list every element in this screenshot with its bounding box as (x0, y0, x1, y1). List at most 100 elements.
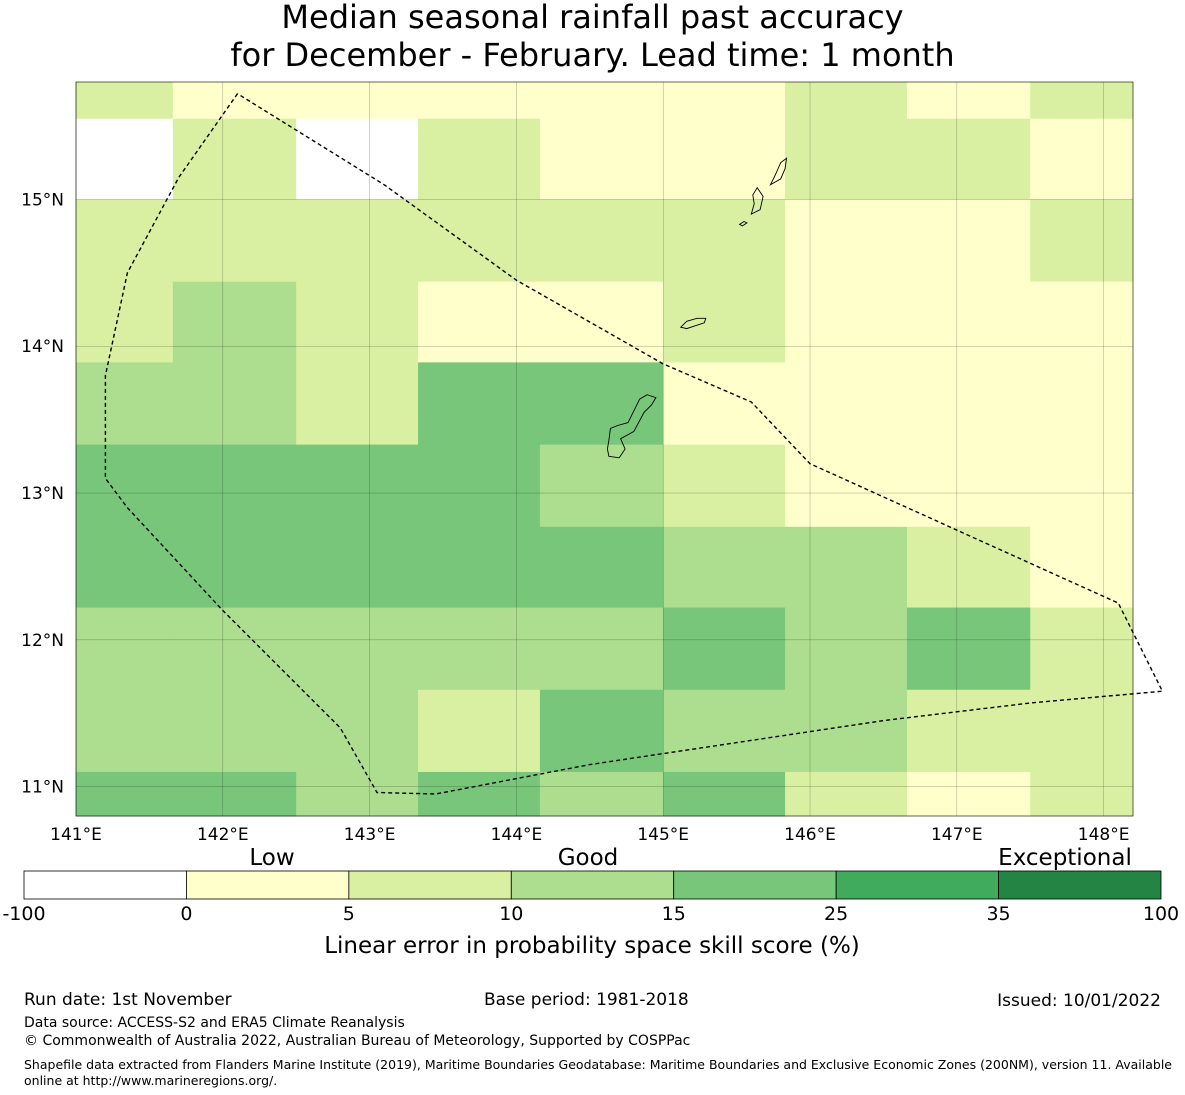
base-period: Base period: 1981-2018 (484, 990, 689, 1010)
skill-cell (1030, 82, 1134, 120)
longitude-tick-label: 143°E (344, 825, 396, 845)
skill-grid-cells (76, 82, 1134, 817)
skill-cell (1030, 118, 1134, 200)
skill-cell (785, 771, 908, 817)
skill-cell (418, 444, 541, 528)
skill-cell (296, 771, 419, 817)
skill-cell (418, 82, 541, 120)
longitude-tick-label: 141°E (50, 825, 102, 845)
skill-cell (76, 199, 174, 283)
latitude-tick-label: 14°N (21, 337, 64, 357)
latitude-tick-label: 15°N (21, 190, 64, 210)
skill-cell (663, 607, 786, 691)
skill-cell (76, 444, 174, 528)
longitude-tick-label: 142°E (197, 825, 249, 845)
skill-cell (1030, 199, 1134, 283)
colorbar-tick-label: 100 (1143, 903, 1179, 925)
shapefile-attribution: Shapefile data extracted from Flanders M… (24, 1057, 1172, 1088)
skill-cell (906, 771, 1031, 817)
skill-cell (296, 281, 419, 363)
skill-cell (418, 607, 541, 691)
skill-cell (663, 82, 786, 120)
colorbar-segment (835, 870, 999, 900)
skill-cell (906, 607, 1031, 691)
skill-cell (785, 82, 908, 120)
skill-cell (418, 118, 541, 200)
skill-cell (785, 362, 908, 446)
colorbar-segment (673, 870, 837, 900)
skill-cell (172, 281, 297, 363)
colorbar-segment (23, 870, 187, 900)
skill-cell (539, 444, 664, 528)
skill-cell (296, 444, 419, 528)
chart-title-line1: Median seasonal rainfall past accuracy (281, 0, 904, 36)
colorbar-tick-label: 10 (499, 903, 523, 925)
colorbar-tick-label: -100 (2, 903, 45, 925)
island-coastlines (606, 157, 788, 459)
skill-cell (785, 281, 908, 363)
map-frame (75, 81, 1134, 817)
island-outline (769, 157, 788, 186)
skill-cell (906, 281, 1031, 363)
skill-cell (906, 362, 1031, 446)
skill-cell (539, 771, 664, 817)
skill-cell (785, 199, 908, 283)
latitude-tick-label: 11°N (21, 778, 64, 798)
skill-cell (418, 199, 541, 283)
skill-cell (663, 362, 786, 446)
colorbar-label-low: Low (249, 845, 294, 871)
skill-cell (172, 771, 297, 817)
colorbar-segment (348, 870, 512, 900)
skill-cell (76, 771, 174, 817)
skill-cell (1030, 362, 1134, 446)
skill-cell (418, 689, 541, 773)
skill-cell (172, 526, 297, 609)
longitude-tick-label: 147°E (931, 825, 983, 845)
skill-cell (172, 444, 297, 528)
skill-cell (76, 362, 174, 446)
skill-cell (172, 118, 297, 200)
copyright-notice: © Commonwealth of Australia 2022, Austra… (24, 1033, 691, 1049)
skill-cell (296, 607, 419, 691)
skill-cell (76, 118, 174, 200)
skill-cell (785, 526, 908, 609)
skill-cell (296, 82, 419, 120)
colorbar-tick-label: 25 (824, 903, 848, 925)
skill-cell (663, 771, 786, 817)
colorbar-segment (998, 870, 1162, 900)
colorbar-label-exceptional: Exceptional (998, 845, 1132, 871)
skill-cell (1030, 281, 1134, 363)
colorbar-tick-label: 0 (180, 903, 192, 925)
skill-cell (663, 199, 786, 283)
skill-cell (785, 689, 908, 773)
skill-cell (906, 444, 1031, 528)
skill-cell (172, 82, 297, 120)
colorbar-segment (186, 870, 350, 900)
skill-cell (906, 118, 1031, 200)
skill-cell (296, 689, 419, 773)
skill-cell (663, 281, 786, 363)
skill-cell (785, 607, 908, 691)
skill-cell (172, 689, 297, 773)
island-outline (738, 220, 748, 227)
skill-cell (76, 281, 174, 363)
skill-cell (539, 689, 664, 773)
skill-cell (539, 526, 664, 609)
skill-cell (1030, 526, 1134, 609)
skill-cell (172, 607, 297, 691)
issued-date: Issued: 10/01/2022 (997, 991, 1161, 1011)
longitude-tick-label: 148°E (1078, 825, 1130, 845)
longitude-tick-label: 145°E (637, 825, 689, 845)
skill-cell (663, 526, 786, 609)
longitude-tick-label: 146°E (784, 825, 836, 845)
skill-cell (663, 444, 786, 528)
latitude-tick-label: 13°N (21, 484, 64, 504)
skill-cell (418, 771, 541, 817)
colorbar-tick-labels: -100 0 5 10 15 25 35 100 (2, 903, 1179, 925)
skill-cell (663, 118, 786, 200)
longitude-tick-labels: 141°E 142°E 143°E 144°E 145°E 146°E 147°E 148°E (50, 825, 1129, 845)
colorbar-tick-label: 15 (662, 903, 686, 925)
skill-cell (1030, 771, 1134, 817)
island-outline (679, 317, 707, 330)
